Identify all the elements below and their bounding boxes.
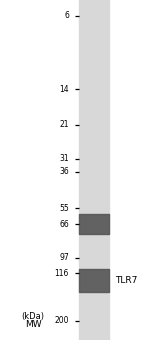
Text: 55: 55 [59, 204, 69, 213]
Text: 97: 97 [59, 253, 69, 262]
Text: 21: 21 [60, 120, 69, 129]
Text: 14: 14 [59, 85, 69, 94]
Text: TLR7: TLR7 [116, 276, 138, 285]
Text: 6: 6 [64, 11, 69, 20]
Text: 66: 66 [59, 220, 69, 229]
Text: 36: 36 [59, 167, 69, 176]
Text: 200: 200 [54, 316, 69, 325]
Text: (kDa): (kDa) [21, 312, 45, 321]
Text: 31: 31 [59, 154, 69, 163]
Text: 116: 116 [55, 269, 69, 278]
Text: MW: MW [25, 320, 41, 329]
